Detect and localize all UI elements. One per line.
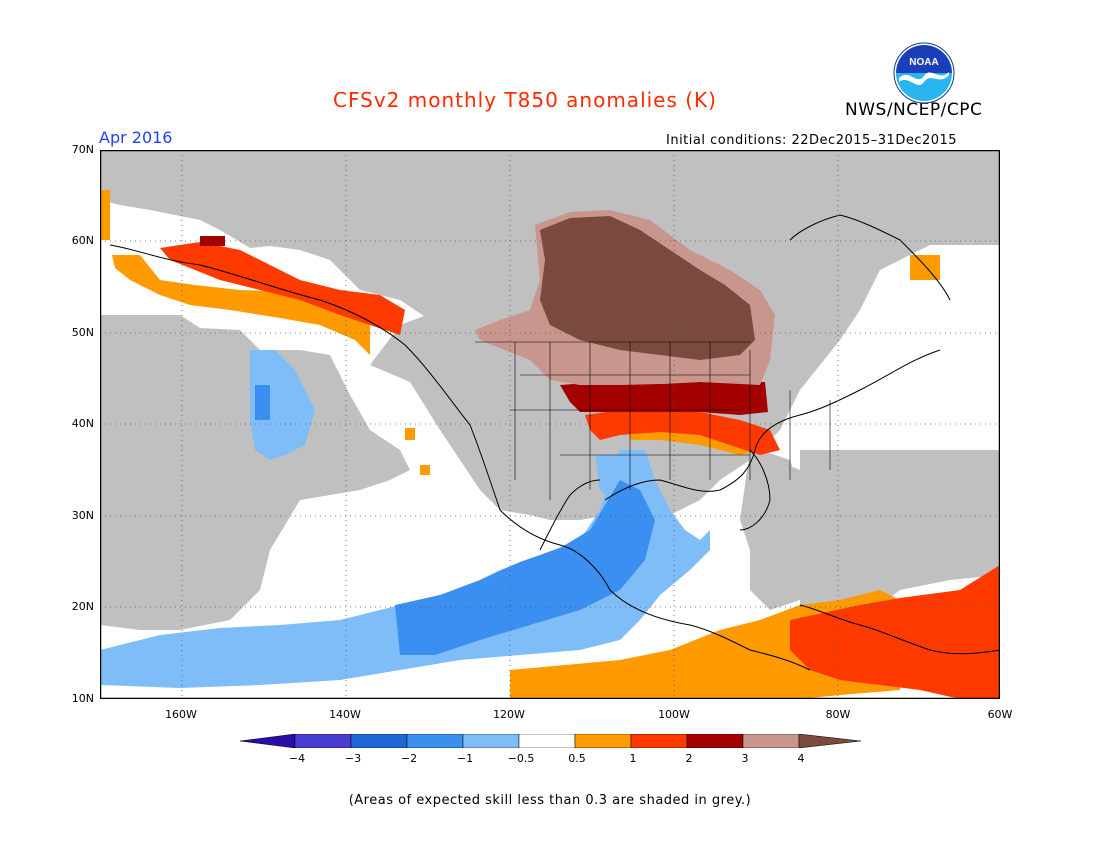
colorbar bbox=[240, 734, 862, 748]
lat-label: 30N bbox=[71, 509, 94, 522]
positive-anomaly-red bbox=[160, 242, 1000, 699]
lat-label: 20N bbox=[71, 600, 94, 613]
lat-label: 60N bbox=[71, 234, 94, 247]
lon-label: 140W bbox=[329, 708, 361, 721]
colorbar-segment bbox=[462, 734, 520, 748]
graticule bbox=[100, 150, 1000, 699]
colorbar-segment bbox=[294, 734, 352, 748]
colorbar-segment bbox=[742, 734, 800, 748]
colorbar-label: 2 bbox=[685, 752, 693, 765]
lat-label: 50N bbox=[71, 326, 94, 339]
lon-label: 160W bbox=[165, 708, 197, 721]
colorbar-label: 0.5 bbox=[568, 752, 586, 765]
colorbar-label: −0.5 bbox=[507, 752, 535, 765]
lon-label: 120W bbox=[493, 708, 525, 721]
colorbar-label: −2 bbox=[400, 752, 418, 765]
lat-label: 10N bbox=[71, 692, 94, 705]
colorbar-segment bbox=[350, 734, 408, 748]
colorbar-segment bbox=[574, 734, 632, 748]
lat-label: 70N bbox=[71, 143, 94, 156]
lon-label: 80W bbox=[825, 708, 851, 721]
lon-label: 100W bbox=[658, 708, 690, 721]
negative-anomaly-mid bbox=[255, 385, 655, 655]
colorbar-segment bbox=[240, 734, 296, 748]
forecast-month: Apr 2016 bbox=[99, 128, 173, 147]
map-border bbox=[100, 150, 1000, 699]
colorbar-label: 4 bbox=[797, 752, 805, 765]
lat-label: 40N bbox=[71, 417, 94, 430]
agency-label: NWS/NCEP/CPC bbox=[845, 100, 983, 120]
noaa-logo: NOAA bbox=[893, 42, 955, 104]
colorbar-label: −3 bbox=[344, 752, 362, 765]
colorbar-label: −4 bbox=[288, 752, 306, 765]
skill-footnote: (Areas of expected skill less than 0.3 a… bbox=[348, 793, 752, 808]
colorbar-segment bbox=[518, 734, 576, 748]
colorbar-label: −1 bbox=[456, 752, 474, 765]
positive-anomaly-dark-red bbox=[200, 236, 768, 415]
political-borders bbox=[475, 341, 831, 500]
colorbar-label: 1 bbox=[629, 752, 637, 765]
positive-anomaly-brown bbox=[540, 216, 755, 360]
chart-title: CFSv2 monthly T850 anomalies (K) bbox=[333, 88, 717, 112]
coastlines bbox=[109, 214, 1000, 671]
anomaly-map bbox=[100, 150, 1000, 699]
initial-conditions: Initial conditions: 22Dec2015–31Dec2015 bbox=[666, 133, 958, 148]
colorbar-segment bbox=[686, 734, 744, 748]
colorbar-segment bbox=[798, 734, 862, 748]
colorbar-segment bbox=[406, 734, 464, 748]
colorbar-label: 3 bbox=[741, 752, 749, 765]
lon-label: 60W bbox=[987, 708, 1013, 721]
colorbar-segment bbox=[630, 734, 688, 748]
logo-text: NOAA bbox=[909, 57, 938, 68]
